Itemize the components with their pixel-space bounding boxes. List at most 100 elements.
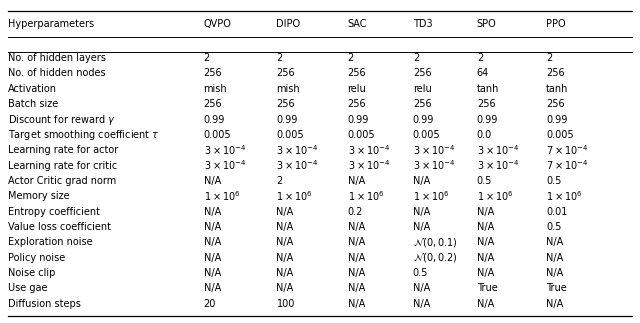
Text: 0.2: 0.2: [348, 207, 363, 216]
Text: N/A: N/A: [477, 268, 494, 278]
Text: N/A: N/A: [413, 283, 430, 293]
Text: 0.99: 0.99: [413, 115, 434, 124]
Text: 256: 256: [413, 99, 431, 109]
Text: $1 \times 10^{6}$: $1 \times 10^{6}$: [477, 189, 513, 203]
Text: 0.99: 0.99: [477, 115, 498, 124]
Text: 0.5: 0.5: [546, 222, 561, 232]
Text: Learning rate for actor: Learning rate for actor: [8, 145, 118, 155]
Text: N/A: N/A: [348, 253, 365, 263]
Text: 256: 256: [546, 68, 564, 78]
Text: Discount for reward $\gamma$: Discount for reward $\gamma$: [8, 112, 116, 127]
Text: N/A: N/A: [477, 222, 494, 232]
Text: $\mathcal{N}(0, 0.2)$: $\mathcal{N}(0, 0.2)$: [413, 251, 457, 264]
Text: 0.005: 0.005: [276, 130, 304, 140]
Text: 0.005: 0.005: [204, 130, 231, 140]
Text: N/A: N/A: [348, 283, 365, 293]
Text: $1 \times 10^{6}$: $1 \times 10^{6}$: [413, 189, 449, 203]
Text: N/A: N/A: [348, 299, 365, 308]
Text: $3 \times 10^{-4}$: $3 \times 10^{-4}$: [276, 159, 319, 172]
Text: 0.005: 0.005: [348, 130, 375, 140]
Text: $\mathcal{N}(0, 0.1)$: $\mathcal{N}(0, 0.1)$: [413, 236, 458, 249]
Text: 0.99: 0.99: [276, 115, 298, 124]
Text: 0.0: 0.0: [477, 130, 492, 140]
Text: Use gae: Use gae: [8, 283, 48, 293]
Text: relu: relu: [348, 84, 366, 94]
Text: N/A: N/A: [348, 176, 365, 186]
Text: relu: relu: [413, 84, 431, 94]
Text: Diffusion steps: Diffusion steps: [8, 299, 81, 308]
Text: N/A: N/A: [276, 283, 294, 293]
Text: 0.99: 0.99: [546, 115, 567, 124]
Text: 2: 2: [348, 53, 354, 63]
Text: N/A: N/A: [477, 207, 494, 216]
Text: 256: 256: [204, 68, 222, 78]
Text: 2: 2: [546, 53, 552, 63]
Text: SAC: SAC: [348, 19, 367, 29]
Text: N/A: N/A: [477, 237, 494, 247]
Text: $3 \times 10^{-4}$: $3 \times 10^{-4}$: [204, 143, 246, 157]
Text: N/A: N/A: [348, 237, 365, 247]
Text: Value loss coefficient: Value loss coefficient: [8, 222, 111, 232]
Text: N/A: N/A: [413, 299, 430, 308]
Text: DIPO: DIPO: [276, 19, 301, 29]
Text: $3 \times 10^{-4}$: $3 \times 10^{-4}$: [204, 159, 246, 172]
Text: Batch size: Batch size: [8, 99, 59, 109]
Text: 256: 256: [546, 99, 564, 109]
Text: N/A: N/A: [204, 268, 221, 278]
Text: 0.01: 0.01: [546, 207, 567, 216]
Text: $3 \times 10^{-4}$: $3 \times 10^{-4}$: [348, 159, 390, 172]
Text: 20: 20: [204, 299, 216, 308]
Text: 256: 256: [276, 99, 295, 109]
Text: N/A: N/A: [413, 207, 430, 216]
Text: $3 \times 10^{-4}$: $3 \times 10^{-4}$: [477, 159, 519, 172]
Text: N/A: N/A: [477, 299, 494, 308]
Text: 0.005: 0.005: [413, 130, 440, 140]
Text: 256: 256: [477, 99, 495, 109]
Text: Exploration noise: Exploration noise: [8, 237, 93, 247]
Text: 2: 2: [276, 176, 283, 186]
Text: Learning rate for critic: Learning rate for critic: [8, 161, 118, 171]
Text: $1 \times 10^{6}$: $1 \times 10^{6}$: [348, 189, 384, 203]
Text: N/A: N/A: [204, 253, 221, 263]
Text: mish: mish: [276, 84, 300, 94]
Text: 100: 100: [276, 299, 295, 308]
Text: SPO: SPO: [477, 19, 497, 29]
Text: N/A: N/A: [276, 237, 294, 247]
Text: N/A: N/A: [204, 176, 221, 186]
Text: tanh: tanh: [477, 84, 499, 94]
Text: No. of hidden nodes: No. of hidden nodes: [8, 68, 106, 78]
Text: N/A: N/A: [477, 253, 494, 263]
Text: No. of hidden layers: No. of hidden layers: [8, 53, 106, 63]
Text: N/A: N/A: [348, 268, 365, 278]
Text: tanh: tanh: [546, 84, 568, 94]
Text: N/A: N/A: [348, 222, 365, 232]
Text: TD3: TD3: [413, 19, 433, 29]
Text: True: True: [477, 283, 497, 293]
Text: $3 \times 10^{-4}$: $3 \times 10^{-4}$: [477, 143, 519, 157]
Text: 256: 256: [204, 99, 222, 109]
Text: 256: 256: [348, 68, 366, 78]
Text: mish: mish: [204, 84, 227, 94]
Text: N/A: N/A: [413, 176, 430, 186]
Text: N/A: N/A: [276, 253, 294, 263]
Text: N/A: N/A: [546, 299, 563, 308]
Text: $1 \times 10^{6}$: $1 \times 10^{6}$: [546, 189, 582, 203]
Text: PPO: PPO: [546, 19, 566, 29]
Text: N/A: N/A: [204, 283, 221, 293]
Text: N/A: N/A: [276, 268, 294, 278]
Text: 2: 2: [204, 53, 210, 63]
Text: QVPO: QVPO: [204, 19, 232, 29]
Text: Memory size: Memory size: [8, 191, 70, 201]
Text: Activation: Activation: [8, 84, 58, 94]
Text: Target smoothing coefficient $\tau$: Target smoothing coefficient $\tau$: [8, 128, 160, 142]
Text: N/A: N/A: [413, 222, 430, 232]
Text: Policy noise: Policy noise: [8, 253, 65, 263]
Text: 0.99: 0.99: [348, 115, 369, 124]
Text: 64: 64: [477, 68, 489, 78]
Text: N/A: N/A: [204, 207, 221, 216]
Text: $7 \times 10^{-4}$: $7 \times 10^{-4}$: [546, 159, 588, 172]
Text: $7 \times 10^{-4}$: $7 \times 10^{-4}$: [546, 143, 588, 157]
Text: 256: 256: [413, 68, 431, 78]
Text: $3 \times 10^{-4}$: $3 \times 10^{-4}$: [348, 143, 390, 157]
Text: 256: 256: [348, 99, 366, 109]
